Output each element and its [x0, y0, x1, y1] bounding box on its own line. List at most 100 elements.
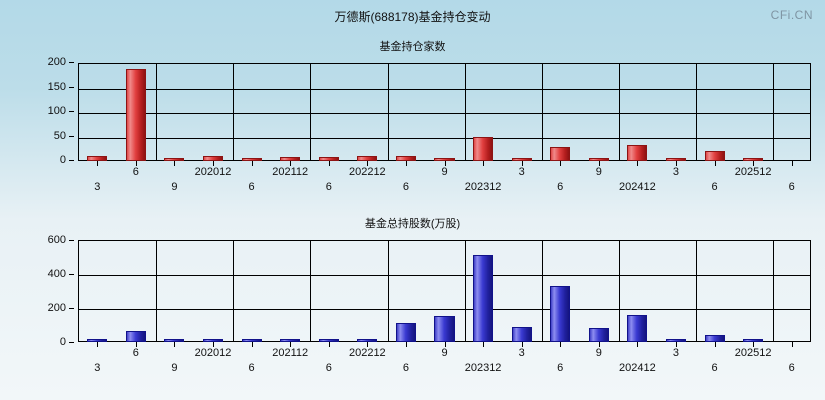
x-axis-tick-mark	[637, 342, 638, 347]
bar	[434, 316, 455, 342]
y-axis-tick-label: 0	[59, 154, 66, 166]
x-axis-tick-mark	[522, 342, 523, 347]
bar	[164, 339, 185, 342]
x-axis-tick-mark	[753, 161, 754, 166]
x-axis-tick-mark	[97, 161, 98, 166]
y-axis-tick-mark	[69, 86, 74, 88]
y-axis-tick-mark	[69, 62, 74, 63]
bar	[395, 323, 416, 342]
bar	[202, 155, 224, 161]
bar	[280, 156, 301, 161]
chart-1-bars	[78, 63, 811, 161]
grid-line-vertical	[465, 64, 466, 160]
bar	[665, 158, 686, 161]
bar	[743, 339, 764, 342]
x-axis-tick-label: 9	[595, 166, 602, 178]
x-axis-tick-mark	[290, 342, 291, 347]
bar	[87, 339, 108, 342]
bar	[318, 339, 339, 342]
y-axis-tick-label: 600	[47, 234, 66, 246]
grid-line-horizontal	[79, 275, 810, 276]
x-axis-tick-mark	[252, 161, 253, 166]
grid-line-vertical	[773, 64, 774, 160]
x-axis-tick-label: 202012	[194, 166, 232, 178]
x-axis-tick-label: 6	[402, 362, 409, 374]
x-axis-tick-mark	[560, 342, 561, 347]
chart-1-x-axis: 3 6 9 202012 6 202112 6 202212 6 9 202312 3 6 9 202412…	[78, 161, 811, 200]
bar	[511, 327, 532, 342]
x-axis-tick-mark	[213, 342, 214, 347]
page-title: 万德斯(688178)基金持仓变动	[334, 10, 491, 24]
bar	[550, 285, 571, 342]
x-axis-tick-label: 3	[518, 166, 525, 178]
grid-line-vertical	[465, 241, 466, 341]
x-axis-tick-mark	[560, 161, 561, 166]
x-axis-tick-mark	[792, 161, 793, 166]
y-axis-tick-label: 150	[47, 80, 66, 93]
x-axis-tick-label: 3	[672, 166, 680, 178]
grid-line-vertical	[696, 64, 697, 160]
y-axis-tick-mark	[69, 342, 74, 343]
x-axis-tick-mark	[792, 342, 793, 347]
y-axis-tick-label: 0	[59, 336, 66, 348]
x-axis-tick-mark	[329, 161, 330, 166]
bar	[125, 330, 146, 342]
x-axis-tick-label: 6	[711, 181, 718, 193]
x-axis-tick-mark	[522, 161, 523, 166]
x-axis-tick-label: 6	[788, 362, 795, 374]
chart-1-y-axis: 0 50 100 150 200	[0, 55, 74, 167]
chart-2-y-axis: 0 200 400 600	[0, 232, 74, 350]
grid-line-vertical	[388, 64, 389, 160]
x-axis-tick-label: 6	[248, 181, 255, 193]
bar	[588, 158, 609, 161]
bar	[588, 327, 609, 342]
bar	[743, 158, 764, 161]
x-axis-tick-label: 202412	[619, 181, 656, 193]
y-axis-tick-label: 200	[47, 302, 66, 314]
x-axis-tick-label: 6	[132, 347, 139, 359]
x-axis-tick-mark	[213, 161, 214, 166]
grid-line-vertical	[310, 241, 311, 341]
x-axis-tick-label: 202012	[194, 347, 232, 359]
y-axis-tick-mark	[69, 240, 74, 241]
bar	[627, 314, 648, 342]
x-axis-tick-label: 6	[132, 166, 139, 178]
x-axis-tick-mark	[367, 342, 368, 347]
x-axis-tick-mark	[406, 342, 407, 347]
chart-2-plot-area	[78, 240, 811, 342]
x-axis-tick-label: 202512	[734, 166, 772, 178]
x-axis-tick-label: 202512	[734, 347, 772, 359]
x-axis-tick-label: 202212	[348, 166, 386, 178]
x-axis-tick-mark	[290, 161, 291, 166]
x-axis-tick-mark	[329, 342, 330, 347]
x-axis-tick-label: 9	[441, 347, 448, 359]
x-axis-tick-mark	[599, 161, 600, 166]
x-axis-tick-label: 3	[672, 347, 680, 359]
x-axis-tick-label: 3	[518, 347, 525, 359]
x-axis-tick-label: 6	[788, 181, 795, 193]
x-axis-tick-mark	[367, 161, 368, 166]
x-axis-tick-label: 202112	[272, 166, 309, 178]
x-axis-tick-mark	[483, 161, 484, 166]
x-axis-tick-label: 202212	[348, 347, 386, 359]
y-axis-tick-label: 50	[53, 129, 66, 142]
x-axis-tick-mark	[715, 161, 716, 166]
chart-2-bars	[78, 240, 811, 342]
x-axis-tick-label: 202112	[272, 347, 309, 359]
x-axis-tick-mark	[445, 342, 446, 347]
y-axis-tick-mark	[69, 160, 74, 161]
grid-line-horizontal	[79, 138, 810, 139]
x-axis-tick-mark	[406, 161, 407, 166]
grid-line-vertical	[156, 64, 157, 160]
grid-line-horizontal	[79, 113, 810, 114]
grid-line-horizontal	[79, 89, 810, 90]
x-axis-tick-label: 6	[402, 181, 409, 193]
bar	[357, 339, 378, 342]
bar	[318, 157, 339, 161]
chart-2-x-axis: 3 6 9 202012 6 202112 6 202212 6 9 202312 3 6 9 202412…	[78, 342, 811, 381]
chart-1-plot-area	[78, 63, 811, 161]
x-axis-tick-mark	[599, 342, 600, 347]
grid-line-vertical	[310, 64, 311, 160]
y-axis-tick-mark	[69, 135, 74, 137]
grid-line-horizontal	[79, 309, 810, 310]
